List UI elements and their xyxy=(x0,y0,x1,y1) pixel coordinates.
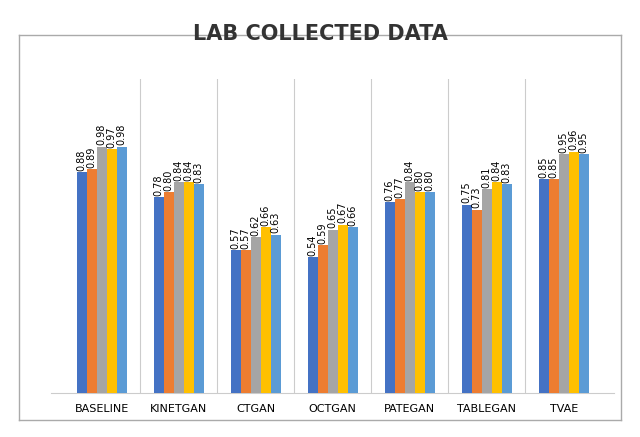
Text: 0.80: 0.80 xyxy=(415,169,425,191)
Text: 0.95: 0.95 xyxy=(559,132,569,153)
Text: 0.76: 0.76 xyxy=(385,179,395,201)
Text: 0.98: 0.98 xyxy=(97,124,107,146)
Text: 0.88: 0.88 xyxy=(77,149,87,170)
Text: 0.85: 0.85 xyxy=(539,156,548,178)
Text: 0.73: 0.73 xyxy=(472,187,482,208)
Text: 0.97: 0.97 xyxy=(107,126,117,148)
Bar xyxy=(462,205,472,393)
Text: 0.66: 0.66 xyxy=(261,205,271,226)
Text: 0.84: 0.84 xyxy=(174,159,184,180)
Bar xyxy=(241,250,251,393)
Bar xyxy=(154,197,164,393)
Text: 0.80: 0.80 xyxy=(164,169,174,191)
Text: 0.80: 0.80 xyxy=(425,169,435,191)
Bar xyxy=(87,169,97,393)
Text: 0.63: 0.63 xyxy=(271,212,281,233)
Bar xyxy=(395,199,404,393)
Bar xyxy=(117,147,127,393)
Text: 0.66: 0.66 xyxy=(348,205,358,226)
Bar xyxy=(425,192,435,393)
Bar xyxy=(559,154,569,393)
Text: 0.62: 0.62 xyxy=(251,215,261,236)
Text: 0.65: 0.65 xyxy=(328,207,338,229)
Text: 0.84: 0.84 xyxy=(492,159,502,180)
Bar xyxy=(502,184,512,393)
Text: 0.98: 0.98 xyxy=(117,124,127,146)
Text: 0.57: 0.57 xyxy=(231,227,241,249)
Bar xyxy=(251,237,261,393)
Bar xyxy=(194,184,204,393)
Text: 0.89: 0.89 xyxy=(87,147,97,168)
Bar xyxy=(492,182,502,393)
Bar xyxy=(404,182,415,393)
Text: 0.83: 0.83 xyxy=(502,162,512,183)
Text: 0.77: 0.77 xyxy=(395,177,404,198)
Text: 0.75: 0.75 xyxy=(462,182,472,203)
Text: LAB COLLECTED DATA: LAB COLLECTED DATA xyxy=(193,24,447,44)
Bar xyxy=(472,210,482,393)
Bar xyxy=(318,245,328,393)
Text: 0.81: 0.81 xyxy=(482,167,492,188)
Text: 0.96: 0.96 xyxy=(569,129,579,150)
Bar xyxy=(261,227,271,393)
Text: 0.84: 0.84 xyxy=(404,159,415,180)
Bar xyxy=(415,192,425,393)
Bar xyxy=(482,189,492,393)
Bar xyxy=(231,250,241,393)
Bar xyxy=(328,230,338,393)
Text: 0.59: 0.59 xyxy=(318,222,328,243)
Bar xyxy=(569,152,579,393)
Bar xyxy=(174,182,184,393)
Bar xyxy=(548,179,559,393)
Bar xyxy=(184,182,194,393)
Text: 0.83: 0.83 xyxy=(194,162,204,183)
Bar xyxy=(97,147,107,393)
Text: 0.95: 0.95 xyxy=(579,132,589,153)
Bar xyxy=(164,192,174,393)
Text: 0.54: 0.54 xyxy=(308,235,318,256)
Bar xyxy=(579,154,589,393)
Bar xyxy=(308,257,318,393)
Bar xyxy=(107,149,117,393)
Text: 0.78: 0.78 xyxy=(154,174,164,196)
Bar xyxy=(338,225,348,393)
Text: 0.84: 0.84 xyxy=(184,159,194,180)
Text: 0.57: 0.57 xyxy=(241,227,251,249)
Text: 0.85: 0.85 xyxy=(548,156,559,178)
Bar xyxy=(77,172,87,393)
Text: 0.67: 0.67 xyxy=(338,202,348,223)
Bar xyxy=(348,227,358,393)
Bar xyxy=(385,202,395,393)
Bar xyxy=(271,235,281,393)
Bar xyxy=(539,179,548,393)
